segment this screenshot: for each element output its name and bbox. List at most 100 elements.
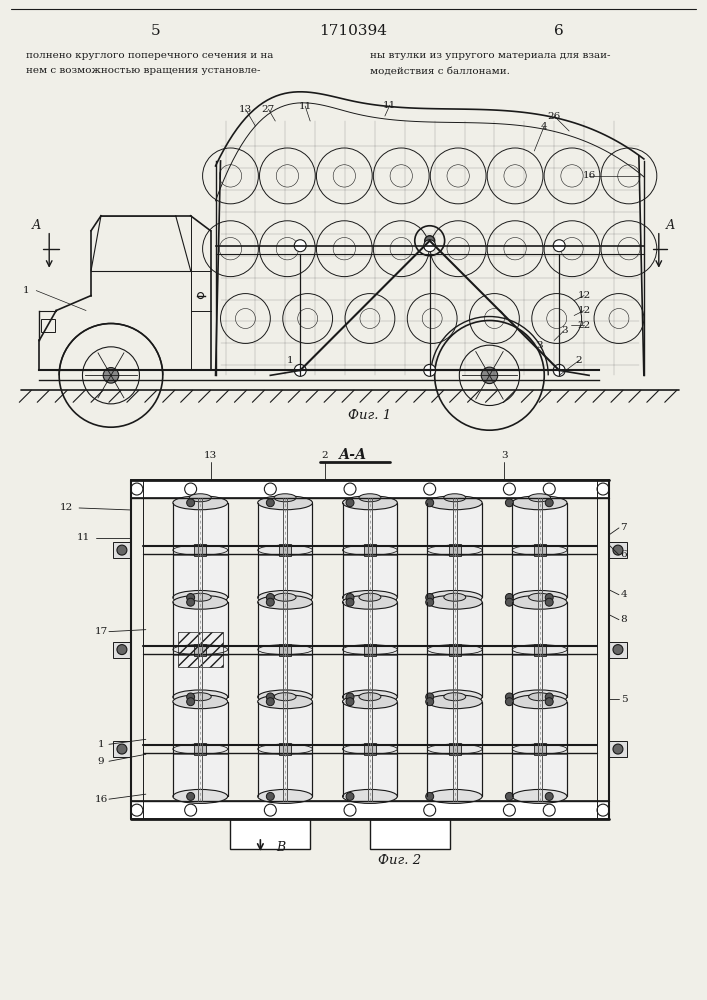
Text: модействия с баллонами.: модействия с баллонами. — [370, 66, 510, 75]
Bar — [113, 642, 131, 658]
Text: 7: 7 — [621, 523, 627, 532]
Circle shape — [423, 804, 436, 816]
Ellipse shape — [343, 744, 397, 754]
Text: 12: 12 — [578, 291, 591, 300]
Circle shape — [346, 698, 354, 706]
Circle shape — [426, 598, 433, 606]
Ellipse shape — [427, 645, 482, 655]
Text: 9: 9 — [98, 757, 105, 766]
Ellipse shape — [427, 595, 482, 609]
Ellipse shape — [512, 789, 567, 803]
Circle shape — [426, 792, 433, 800]
Bar — [194, 544, 206, 556]
Bar — [131, 480, 609, 498]
Text: Фиг. 1: Фиг. 1 — [349, 409, 392, 422]
Text: В: В — [276, 841, 285, 854]
Circle shape — [423, 483, 436, 495]
Circle shape — [267, 698, 274, 706]
Text: 27: 27 — [262, 105, 275, 114]
Ellipse shape — [343, 789, 397, 803]
Ellipse shape — [529, 693, 551, 701]
Circle shape — [506, 499, 513, 507]
Bar — [449, 644, 461, 656]
Ellipse shape — [343, 590, 397, 604]
Circle shape — [344, 483, 356, 495]
Ellipse shape — [427, 590, 482, 604]
Circle shape — [506, 593, 513, 601]
Bar — [131, 801, 609, 819]
Circle shape — [346, 593, 354, 601]
Ellipse shape — [529, 494, 551, 502]
Text: 16: 16 — [583, 171, 596, 180]
Bar — [113, 741, 131, 757]
Ellipse shape — [189, 494, 211, 502]
Bar — [609, 542, 627, 558]
Circle shape — [426, 693, 433, 701]
Ellipse shape — [258, 595, 312, 609]
Circle shape — [294, 240, 306, 252]
Ellipse shape — [189, 693, 211, 701]
Ellipse shape — [258, 695, 312, 709]
Bar — [279, 644, 291, 656]
Circle shape — [613, 744, 623, 754]
Circle shape — [346, 792, 354, 800]
Text: 2: 2 — [322, 451, 329, 460]
Circle shape — [187, 593, 194, 601]
Ellipse shape — [427, 789, 482, 803]
Circle shape — [423, 364, 436, 376]
Circle shape — [267, 792, 274, 800]
Text: 1: 1 — [98, 740, 105, 749]
Ellipse shape — [343, 695, 397, 709]
Circle shape — [543, 804, 555, 816]
Ellipse shape — [258, 645, 312, 655]
Ellipse shape — [529, 593, 551, 601]
Circle shape — [117, 744, 127, 754]
Circle shape — [553, 240, 565, 252]
Text: 11: 11 — [76, 533, 90, 542]
Bar — [449, 743, 461, 755]
Bar — [364, 644, 376, 656]
Circle shape — [506, 693, 513, 701]
Bar — [427, 602, 482, 697]
Ellipse shape — [189, 593, 211, 601]
Text: 6: 6 — [554, 24, 564, 38]
Circle shape — [481, 367, 498, 384]
Ellipse shape — [444, 693, 466, 701]
Circle shape — [545, 593, 553, 601]
Text: 22: 22 — [578, 321, 591, 330]
Circle shape — [264, 483, 276, 495]
Ellipse shape — [512, 645, 567, 655]
Text: 11: 11 — [383, 101, 397, 110]
Circle shape — [506, 698, 513, 706]
Circle shape — [267, 693, 274, 701]
Bar — [178, 632, 223, 667]
Bar — [173, 503, 228, 597]
Bar — [534, 644, 546, 656]
Bar — [173, 702, 228, 796]
Text: 5: 5 — [151, 24, 160, 38]
Circle shape — [426, 499, 433, 507]
Ellipse shape — [274, 494, 296, 502]
Text: 1: 1 — [287, 356, 293, 365]
Circle shape — [553, 364, 565, 376]
Circle shape — [185, 804, 197, 816]
Text: 1710394: 1710394 — [319, 24, 387, 38]
Bar — [258, 702, 312, 796]
Circle shape — [187, 792, 194, 800]
Circle shape — [346, 693, 354, 701]
Circle shape — [187, 598, 194, 606]
Text: 12: 12 — [578, 306, 591, 315]
Ellipse shape — [427, 695, 482, 709]
Bar — [512, 702, 567, 796]
Ellipse shape — [444, 593, 466, 601]
Bar — [609, 642, 627, 658]
Circle shape — [425, 236, 435, 246]
Text: 26: 26 — [548, 112, 561, 121]
Circle shape — [103, 368, 119, 383]
Circle shape — [613, 545, 623, 555]
Text: 1: 1 — [23, 286, 30, 295]
Ellipse shape — [343, 645, 397, 655]
Circle shape — [187, 499, 194, 507]
Circle shape — [545, 598, 553, 606]
Text: нем с возможностью вращения установле-: нем с возможностью вращения установле- — [26, 66, 261, 75]
